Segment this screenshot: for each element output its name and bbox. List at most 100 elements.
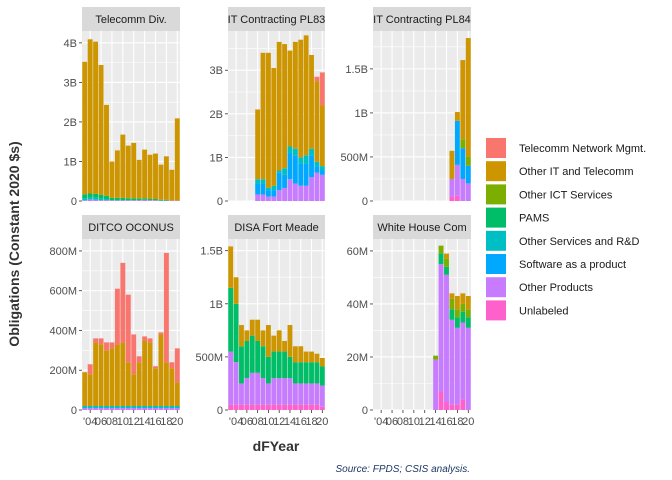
bar-segment-other-services-and-r-d: [255, 179, 261, 184]
bar-segment-other-it-and-telecomm: [109, 348, 115, 407]
bar-segment-pams: [228, 287, 234, 352]
bar-segment-other-products: [265, 383, 271, 405]
y-tick-label: 20M: [347, 352, 368, 364]
bar-segment-unlabeled: [265, 404, 271, 410]
bar-segment-other-products: [438, 264, 444, 392]
bar-segment-other-ict-services: [444, 258, 449, 267]
bar-segment-other-it-and-telecomm: [282, 340, 288, 352]
bar-segment-other-it-and-telecomm: [93, 41, 99, 194]
bar-segment-pams: [303, 362, 309, 384]
bar-segment-other-products: [303, 185, 309, 201]
x-tick-label: 12: [419, 416, 431, 428]
facet-strip-background: [228, 7, 325, 31]
bar-segment-other-it-and-telecomm: [309, 351, 314, 363]
bar-segment-other-it-and-telecomm: [131, 374, 137, 407]
bar-segment-other-products: [265, 196, 271, 201]
bar-segment-other-products: [460, 178, 466, 201]
legend: Telecomm Network Mgmt. Other IT and Telec…: [486, 138, 646, 321]
bar-segment-other-products: [303, 383, 309, 405]
bar-segment-software-as-a-product: [276, 172, 282, 191]
x-tick-label: '04: [374, 416, 388, 428]
bar-segment-other-products: [271, 196, 277, 201]
bar-segment-other-services-and-r-d: [125, 406, 131, 409]
bar-segment-other-products: [309, 177, 314, 201]
bar-segment-pams: [98, 194, 104, 199]
bar-segment-telecomm-network-mgmt: [125, 294, 131, 363]
bar-segment-other-services-and-r-d: [114, 406, 120, 409]
facet-strip: DITCO OCONUS: [82, 215, 180, 239]
bar-segment-other-products: [104, 200, 109, 201]
legend-label: Telecomm Network Mgmt.: [519, 143, 646, 155]
bar-segment-pams: [249, 335, 255, 373]
legend-swatch: [486, 138, 506, 158]
bar-segment-other-it-and-telecomm: [309, 54, 314, 149]
source-caption: Source: FPDS; CSIS analysis.: [336, 464, 471, 475]
panel-background: [373, 31, 471, 201]
bar-segment-other-it-and-telecomm: [303, 351, 309, 363]
bar-segment-telecomm-network-mgmt: [104, 342, 109, 351]
panel-it-contracting-pl84: 0 500M 1B 1.5B IT Contracting PL84: [340, 7, 471, 208]
bar-segment-unlabeled: [314, 404, 320, 410]
x-tick-label: 10: [262, 416, 274, 428]
bar-segment-other-services-and-r-d: [153, 406, 158, 409]
bar-segment-pams: [114, 197, 120, 201]
bar-segment-other-ict-services: [465, 309, 471, 318]
legend-label: PAMS: [519, 213, 549, 225]
bar-segment-unlabeled: [460, 399, 466, 410]
bar-segment-telecomm-network-mgmt: [319, 72, 325, 106]
y-tick-label: 1B: [210, 152, 223, 164]
bar-segment-other-it-and-telecomm: [287, 325, 293, 357]
bar-segment-other-it-and-telecomm: [303, 35, 309, 156]
x-tick-label: 14: [429, 416, 441, 428]
y-tick-label: 500M: [195, 352, 223, 364]
bar-segment-other-it-and-telecomm: [454, 112, 460, 121]
facet-title: White House Com: [377, 222, 466, 234]
legend-item-pams: PAMS: [486, 207, 549, 228]
bar-segment-other-products: [260, 194, 266, 201]
bar-segment-telecomm-network-mgmt: [120, 262, 126, 343]
y-tick-label: 2B: [64, 117, 77, 129]
x-tick-label: 08: [397, 416, 409, 428]
bar-segment-other-services-and-r-d: [287, 146, 293, 154]
bar-segment-other-it-and-telecomm: [292, 41, 298, 149]
bar-segment-other-products: [239, 383, 244, 405]
legend-swatch: [486, 230, 506, 251]
bar-segment-other-it-and-telecomm: [449, 150, 455, 179]
bar-segment-other-products: [147, 408, 153, 410]
bar-segment-other-products: [465, 183, 471, 201]
bar-segment-other-it-and-telecomm: [260, 52, 266, 180]
bar-segment-other-products: [319, 385, 325, 407]
facet-strip: IT Contracting PL84: [373, 7, 471, 31]
bar-segment-unlabeled: [271, 404, 277, 410]
legend-item-other-ict-services: Other ICT Services: [486, 184, 613, 205]
bar-segment-other-products: [433, 359, 439, 410]
bar-segment-other-services-and-r-d: [136, 406, 142, 409]
panel-white-house-com: 0 20M 40M 60M White House Com: [347, 215, 471, 417]
bar-segment-software-as-a-product: [282, 174, 288, 188]
bar-segment-other-products: [255, 372, 261, 405]
bar-segment-pams: [131, 198, 137, 201]
facet-title: IT Contracting PL84: [373, 14, 471, 26]
facet-title: Telecomm Div.: [95, 14, 166, 26]
bar-segment-pams: [260, 346, 266, 379]
bar-segment-telecomm-network-mgmt: [142, 336, 148, 341]
bar-segment-pams: [276, 351, 282, 379]
bar-segment-other-products: [287, 179, 293, 201]
bar-segment-telecomm-network-mgmt: [169, 362, 175, 369]
x-axis-title: dFYear: [253, 438, 300, 454]
bar-segment-pams: [282, 351, 288, 379]
bar-segment-other-it-and-telecomm: [153, 153, 158, 200]
legend-swatch: [486, 277, 506, 298]
bar-segment-software-as-a-product: [319, 170, 325, 175]
bar-segment-other-products: [142, 408, 148, 410]
bar-segment-other-it-and-telecomm: [319, 357, 325, 367]
bar-segment-other-it-and-telecomm: [142, 340, 148, 407]
bar-segment-other-services-and-r-d: [98, 406, 104, 409]
x-tick-label: 20: [316, 416, 328, 428]
bar-segment-pams: [309, 362, 314, 384]
bar-segment-unlabeled: [276, 404, 282, 410]
bar-segment-unlabeled: [249, 404, 255, 410]
y-tick-label: 0: [71, 196, 77, 208]
bar-segment-other-it-and-telecomm: [271, 335, 277, 352]
bar-segment-pams: [460, 311, 466, 323]
